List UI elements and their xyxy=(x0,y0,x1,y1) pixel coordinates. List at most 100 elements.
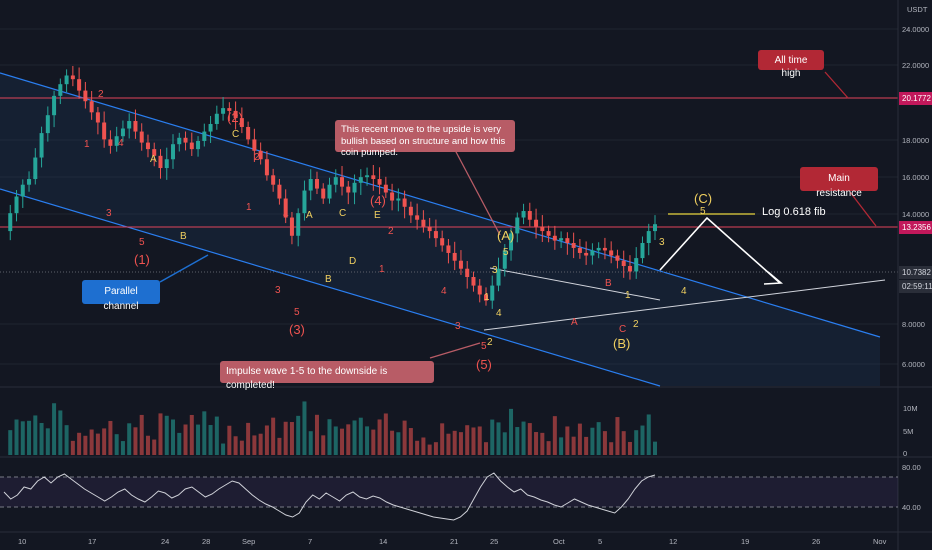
candle-body xyxy=(615,255,620,261)
projection-path xyxy=(659,216,781,284)
volume-bar xyxy=(77,432,82,455)
wave-label: 5 xyxy=(139,237,145,248)
volume-bar xyxy=(565,426,570,455)
volume-bar xyxy=(646,414,651,455)
volume-bar xyxy=(590,427,595,455)
time-tick: 26 xyxy=(812,537,820,546)
pointer-bullish xyxy=(454,149,501,236)
volume-bar xyxy=(221,443,226,455)
volume-bar xyxy=(509,408,514,455)
candle-body xyxy=(408,206,413,216)
candle-body xyxy=(39,133,44,158)
candle-body xyxy=(584,252,589,256)
candle-body xyxy=(396,198,401,201)
wave-label: 1 xyxy=(246,202,252,213)
wave-label: 3 xyxy=(659,237,665,248)
volume-bar xyxy=(471,427,476,455)
wave-label: 5 xyxy=(294,307,300,318)
candle-body xyxy=(102,122,107,140)
candle-body xyxy=(321,188,326,199)
countdown-badge xyxy=(899,280,932,293)
volume-bar xyxy=(490,419,495,455)
candle-body xyxy=(333,177,338,185)
candle-body xyxy=(83,90,88,102)
volume-bar xyxy=(27,420,32,455)
candle-body xyxy=(114,136,119,146)
volume-bar xyxy=(577,423,582,455)
rsi-tick: 40.00 xyxy=(902,503,921,512)
pointer-resistance xyxy=(849,191,877,227)
candle-body xyxy=(427,226,432,232)
volume-bar xyxy=(502,432,507,455)
volume-bar xyxy=(383,413,388,455)
candle-body xyxy=(58,84,63,96)
rsi-axis: 80.00 40.00 xyxy=(902,463,921,512)
candle-body xyxy=(621,260,626,267)
volume-bar xyxy=(427,444,432,455)
volume-axis: 10M 5M 0 xyxy=(903,404,918,458)
volume-bar xyxy=(95,433,100,455)
candle-body xyxy=(627,266,632,272)
current-price-badge xyxy=(899,266,932,279)
wave-label: A xyxy=(306,210,313,221)
wave-label: 3 xyxy=(275,285,281,296)
wave-label: 4 xyxy=(283,209,289,220)
time-tick: 25 xyxy=(490,537,498,546)
candle-body xyxy=(390,192,395,201)
candle-body xyxy=(271,175,276,185)
wave-label: (B) xyxy=(613,336,630,351)
candle-body xyxy=(509,233,514,251)
candle-body xyxy=(527,211,532,220)
wave-label: 1 xyxy=(484,292,490,303)
candle-body xyxy=(14,196,19,214)
candle-body xyxy=(20,184,25,197)
impulse-complete-callout: Impulse wave 1-5 to the downside is comp… xyxy=(220,361,434,391)
volume-bar xyxy=(196,424,201,455)
candle-body xyxy=(365,175,370,178)
candle-body xyxy=(108,139,113,146)
volume-bar xyxy=(458,432,463,455)
candle-body xyxy=(133,121,138,132)
candle-body xyxy=(559,238,564,241)
volume-bar xyxy=(120,441,125,455)
price-tick: 8.0000 xyxy=(902,320,925,329)
volume-bar xyxy=(152,439,157,455)
volume-bar xyxy=(239,440,244,455)
wave-label: C xyxy=(232,129,239,140)
time-tick: 14 xyxy=(379,537,387,546)
volume-tick: 10M xyxy=(903,404,918,413)
wave-label: (A) xyxy=(497,228,514,243)
time-tick: 28 xyxy=(202,537,210,546)
wave-label: 2 xyxy=(487,337,493,348)
price-tick: 24.0000 xyxy=(902,25,929,34)
volume-bar xyxy=(333,426,338,455)
candle-body xyxy=(471,277,476,286)
volume-bar xyxy=(402,420,407,455)
candle-body xyxy=(402,198,407,207)
volume-bar xyxy=(302,401,307,455)
wave-label: E xyxy=(374,210,381,221)
pointer-channel xyxy=(159,254,209,283)
rsi-band xyxy=(0,477,898,507)
volume-bar xyxy=(89,429,94,455)
candle-body xyxy=(540,226,545,232)
volume-bar xyxy=(340,428,345,455)
wave-label: B xyxy=(605,278,612,289)
wave-label: (2) xyxy=(227,110,243,125)
candle-body xyxy=(521,211,526,218)
time-tick: 21 xyxy=(450,537,458,546)
volume-bar xyxy=(314,414,319,455)
candle-body xyxy=(152,149,157,156)
candle-body xyxy=(358,177,363,183)
candle-body xyxy=(252,139,257,151)
candle-body xyxy=(277,184,282,199)
candle-body xyxy=(264,159,269,176)
candle-body xyxy=(214,113,219,124)
volume-bar xyxy=(546,441,551,455)
candle-body xyxy=(139,131,144,143)
volume-bar xyxy=(527,423,532,455)
volume-bar xyxy=(208,425,213,455)
volume-bar xyxy=(177,432,182,455)
candle-body xyxy=(327,184,332,199)
